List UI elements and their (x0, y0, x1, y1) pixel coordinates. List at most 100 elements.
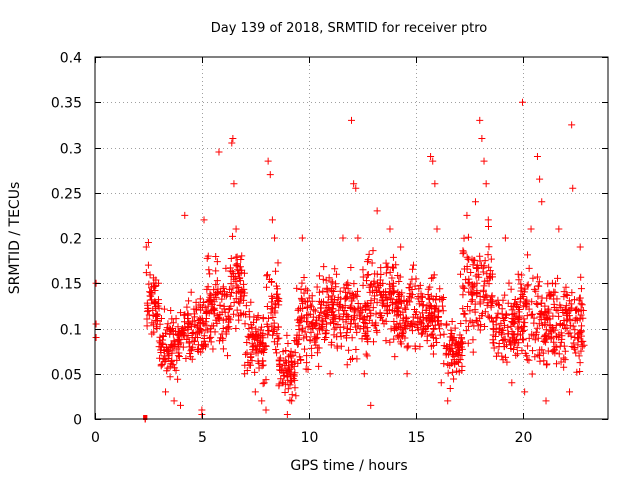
data-point (210, 298, 218, 306)
data-point (282, 357, 290, 365)
data-point (425, 294, 433, 302)
data-point (292, 338, 300, 346)
data-point (558, 335, 566, 343)
data-point (243, 338, 251, 346)
data-point (546, 291, 554, 299)
data-point (153, 325, 161, 332)
data-point (532, 300, 540, 308)
data-point (344, 285, 352, 293)
data-points (92, 98, 588, 423)
data-point (459, 291, 467, 299)
data-point (348, 295, 356, 303)
data-point (275, 357, 283, 365)
data-point (472, 272, 480, 280)
y-tick-label: 0.2 (60, 232, 82, 248)
data-point (286, 366, 294, 374)
data-point (207, 338, 215, 346)
data-point (453, 367, 461, 375)
data-point (388, 274, 396, 282)
data-point (324, 293, 332, 301)
data-point (397, 324, 405, 332)
data-point (561, 325, 569, 332)
data-point (555, 331, 563, 339)
data-point (218, 308, 226, 316)
data-point (275, 297, 283, 305)
data-point (324, 312, 332, 320)
data-point (367, 401, 375, 409)
data-point (519, 322, 527, 330)
data-point (485, 243, 493, 251)
data-point (162, 356, 170, 364)
data-point (538, 198, 546, 206)
data-point (405, 284, 413, 292)
data-point (515, 315, 523, 323)
data-point (263, 283, 271, 291)
data-point (264, 314, 272, 322)
data-point (576, 359, 584, 367)
data-point (566, 388, 574, 396)
data-point (376, 287, 384, 295)
data-point (285, 353, 293, 361)
data-point (484, 251, 492, 259)
data-point (451, 324, 459, 332)
data-point (236, 299, 244, 307)
data-point (560, 354, 568, 362)
data-point (275, 334, 283, 342)
data-point (578, 322, 586, 330)
data-point (369, 287, 377, 295)
data-point (570, 296, 578, 304)
data-point (92, 320, 100, 328)
data-point (383, 309, 391, 317)
data-point (348, 116, 355, 124)
data-point (397, 243, 405, 251)
data-point (464, 279, 472, 287)
data-point (144, 301, 152, 309)
data-point (329, 305, 337, 313)
data-point (177, 339, 185, 347)
data-point (518, 347, 526, 355)
data-point (328, 292, 336, 300)
data-point (193, 306, 201, 314)
data-point (352, 323, 360, 331)
data-point (359, 315, 367, 323)
data-point (272, 301, 280, 309)
data-point (498, 305, 506, 313)
data-point (469, 348, 477, 356)
data-point (396, 297, 404, 305)
data-point (319, 287, 327, 295)
data-point (386, 225, 394, 233)
data-point (336, 287, 344, 295)
data-point (200, 337, 208, 345)
data-point (392, 299, 400, 307)
data-point (463, 211, 471, 219)
data-point (436, 325, 444, 333)
data-point (409, 261, 417, 269)
data-point (245, 308, 253, 316)
data-point (248, 357, 256, 365)
data-point (342, 288, 350, 296)
data-point (428, 330, 436, 338)
data-point (236, 263, 244, 271)
data-point (347, 319, 355, 327)
data-point (399, 329, 407, 337)
data-point (143, 315, 151, 323)
data-point (411, 282, 419, 290)
data-point (440, 360, 448, 368)
data-point (328, 300, 336, 308)
y-tick-label: 0.4 (60, 51, 82, 67)
data-point (234, 283, 242, 291)
data-point (327, 319, 335, 327)
data-point (332, 283, 340, 291)
data-point (151, 287, 159, 295)
data-point (226, 316, 234, 324)
data-point (143, 307, 151, 315)
data-point (291, 384, 299, 392)
data-point (232, 295, 240, 303)
data-point (555, 350, 563, 358)
data-point (343, 361, 351, 369)
data-point (314, 330, 322, 338)
data-point (574, 341, 582, 349)
chart-title: Day 139 of 2018, SRMTID for receiver ptr… (211, 21, 488, 36)
data-point (569, 322, 577, 330)
data-point (394, 307, 402, 315)
